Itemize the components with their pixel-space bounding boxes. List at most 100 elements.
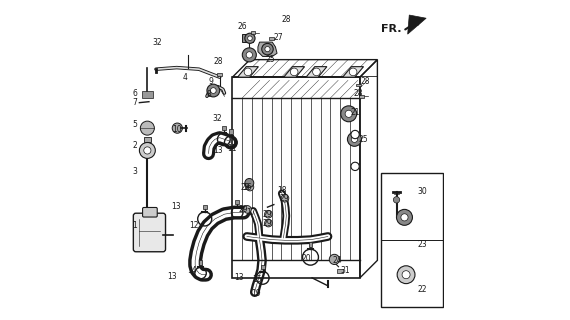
Text: 14: 14 (187, 266, 197, 276)
Bar (359, 95, 364, 98)
Polygon shape (408, 15, 426, 34)
Circle shape (243, 205, 251, 213)
Circle shape (397, 266, 415, 284)
Text: 25: 25 (359, 135, 368, 144)
Text: 27: 27 (274, 33, 283, 42)
Bar (222, 126, 226, 130)
Circle shape (210, 88, 216, 93)
Bar (235, 200, 239, 204)
Text: FR.: FR. (381, 24, 401, 34)
Text: 20: 20 (302, 254, 311, 263)
Circle shape (244, 68, 252, 76)
Circle shape (245, 33, 255, 44)
Text: 12: 12 (189, 221, 199, 230)
Text: 28: 28 (361, 77, 370, 86)
Bar (337, 269, 343, 273)
Circle shape (262, 44, 273, 55)
Text: 28: 28 (213, 57, 223, 66)
Text: 29: 29 (241, 183, 250, 192)
Text: 31: 31 (341, 266, 351, 276)
Polygon shape (258, 42, 277, 56)
Text: 23: 23 (417, 240, 427, 249)
Text: 16: 16 (242, 183, 251, 192)
Text: 24: 24 (333, 256, 343, 265)
Bar (251, 31, 255, 34)
Bar (144, 137, 150, 142)
Text: 4: 4 (182, 73, 187, 82)
Circle shape (245, 179, 254, 188)
Text: 13: 13 (167, 272, 177, 281)
Text: 8: 8 (206, 90, 211, 99)
Circle shape (393, 197, 400, 203)
Bar (242, 34, 253, 42)
FancyArrowPatch shape (405, 20, 421, 29)
Text: 29: 29 (279, 194, 289, 203)
Circle shape (207, 84, 219, 97)
Text: 29: 29 (262, 210, 272, 219)
Circle shape (341, 106, 357, 122)
Text: 29: 29 (262, 219, 272, 228)
Text: 21: 21 (351, 108, 360, 117)
Circle shape (246, 183, 254, 191)
Text: 19: 19 (251, 289, 261, 298)
Polygon shape (284, 67, 304, 77)
Circle shape (351, 130, 359, 139)
Circle shape (144, 147, 151, 154)
Text: 3: 3 (132, 167, 137, 176)
Text: 30: 30 (417, 188, 427, 196)
Text: 5: 5 (132, 120, 137, 130)
Polygon shape (238, 67, 258, 77)
Text: 29: 29 (239, 205, 249, 214)
Text: 28: 28 (353, 89, 363, 98)
Text: 25: 25 (265, 55, 275, 64)
Circle shape (290, 68, 298, 76)
Bar (199, 260, 202, 265)
Text: 9: 9 (209, 77, 214, 86)
Text: 17: 17 (246, 208, 256, 217)
Bar (229, 129, 233, 133)
Bar (381, 173, 443, 307)
Circle shape (140, 142, 156, 158)
Text: 32: 32 (213, 114, 222, 123)
Text: 10: 10 (172, 125, 181, 134)
Polygon shape (343, 67, 364, 77)
Text: 22: 22 (417, 284, 427, 293)
Text: 13: 13 (213, 146, 223, 155)
Text: 28: 28 (282, 15, 291, 24)
Circle shape (345, 110, 352, 117)
Circle shape (402, 271, 410, 279)
Bar (203, 205, 206, 209)
Bar (270, 37, 274, 40)
Circle shape (397, 209, 413, 225)
Circle shape (351, 162, 359, 171)
Circle shape (140, 121, 154, 135)
Polygon shape (306, 67, 327, 77)
Circle shape (351, 136, 357, 142)
Circle shape (264, 219, 272, 227)
Text: 1: 1 (132, 221, 137, 230)
Bar (141, 92, 153, 98)
Text: 26: 26 (237, 22, 247, 31)
Text: 6: 6 (132, 89, 137, 98)
Text: 32: 32 (153, 38, 162, 47)
Text: 11: 11 (227, 144, 237, 153)
Circle shape (281, 195, 289, 202)
Circle shape (172, 123, 182, 133)
Bar (356, 84, 360, 86)
Circle shape (329, 254, 340, 265)
Text: 13: 13 (234, 273, 243, 282)
FancyBboxPatch shape (133, 213, 165, 252)
Circle shape (401, 214, 408, 221)
Circle shape (242, 48, 256, 62)
Text: 15: 15 (253, 275, 262, 284)
Text: 18: 18 (277, 186, 287, 195)
Circle shape (348, 132, 361, 146)
Circle shape (349, 68, 357, 76)
Text: 7: 7 (132, 98, 137, 107)
Circle shape (312, 68, 320, 76)
Circle shape (264, 210, 272, 218)
Bar (308, 242, 312, 247)
Bar (217, 73, 222, 76)
FancyBboxPatch shape (142, 207, 157, 217)
Circle shape (265, 46, 270, 52)
